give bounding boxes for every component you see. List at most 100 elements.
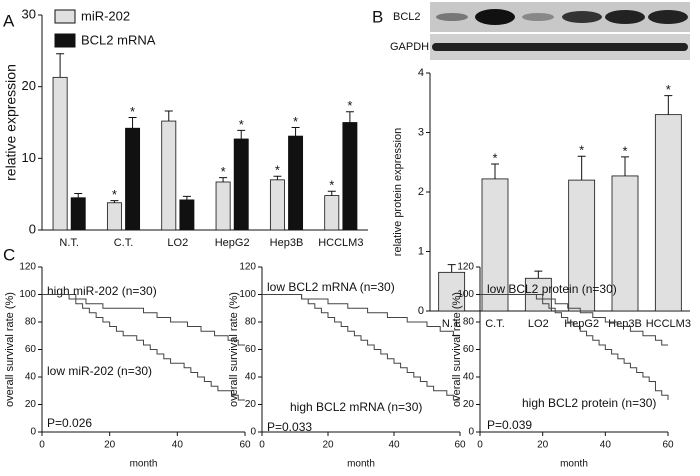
survival-curve — [480, 294, 668, 346]
bar — [161, 120, 177, 231]
error-bar — [345, 111, 354, 123]
legend-swatch — [54, 33, 76, 48]
x-tick-label: HCCLM3 — [646, 318, 691, 330]
error-bar — [237, 129, 246, 139]
x-tick-label: 40 — [172, 440, 184, 451]
error-bar — [56, 53, 65, 78]
y-tick-label: 0 — [30, 427, 36, 438]
significance-marker: * — [275, 163, 280, 178]
significance-marker: * — [293, 114, 298, 129]
y-tick-label: 120 — [19, 262, 36, 273]
blot-band — [648, 10, 688, 24]
bar — [654, 114, 682, 312]
y-tick-label: 30 — [22, 6, 36, 21]
survival-curve — [262, 294, 460, 401]
y-axis-label: overall survival rate (%) — [451, 292, 463, 407]
error-bar — [664, 95, 673, 115]
survival-curve — [42, 294, 245, 401]
x-tick-label: 0 — [259, 440, 265, 451]
significance-marker: * — [221, 164, 226, 179]
bar — [179, 199, 195, 231]
p-value: P=0.033 — [267, 420, 312, 434]
y-tick-label: 60 — [25, 344, 37, 355]
y-tick-label: 100 — [19, 289, 36, 300]
y-tick-label: 2 — [418, 186, 424, 198]
y-axis-label: overall survival rate (%) — [228, 292, 240, 407]
y-tick-label: 40 — [25, 372, 37, 383]
bar — [215, 181, 231, 231]
significance-marker: * — [130, 104, 135, 119]
survival-curve — [262, 294, 460, 337]
panel-letter: A — [3, 11, 15, 30]
curve-label: high miR-202 (n=30) — [47, 284, 157, 298]
y-tick-label: 40 — [463, 372, 475, 383]
x-tick-label: HepG2 — [564, 318, 599, 330]
y-tick-label: 0 — [468, 427, 474, 438]
x-tick-label: 60 — [239, 440, 251, 451]
x-tick-label: N.T. — [59, 237, 79, 249]
y-tick-label: 60 — [245, 344, 257, 355]
error-bar — [182, 195, 191, 200]
significance-marker: * — [112, 187, 117, 202]
error-bar — [291, 127, 300, 137]
y-tick-label: 80 — [463, 317, 475, 328]
x-tick-label: N.T. — [442, 318, 462, 330]
significance-marker: * — [347, 98, 352, 113]
y-tick-label: 20 — [463, 399, 475, 410]
legend-label: miR-202 — [81, 8, 130, 23]
x-tick-label: 40 — [388, 440, 400, 451]
y-tick-label: 80 — [245, 317, 257, 328]
error-bar — [110, 200, 119, 203]
error-bar — [273, 175, 282, 180]
y-axis-label: overall survival rate (%) — [4, 292, 16, 407]
x-axis-label: month — [347, 459, 375, 470]
x-tick-label: 0 — [477, 440, 483, 451]
bar — [106, 202, 122, 231]
significance-marker: * — [329, 178, 334, 193]
x-tick-label: HepG2 — [215, 237, 250, 249]
x-tick-label: 60 — [662, 440, 674, 451]
y-tick-label: 10 — [22, 150, 36, 165]
p-value: P=0.039 — [487, 418, 532, 432]
y-tick-label: 20 — [22, 78, 36, 93]
western-blot — [430, 2, 690, 60]
error-bar — [621, 156, 629, 176]
y-tick-label: 0 — [418, 305, 424, 317]
y-tick-label: 120 — [239, 262, 256, 273]
x-tick-label: C.T. — [114, 237, 134, 249]
legend-label: BCL2 mRNA — [81, 32, 156, 47]
curve-label: low BCL2 protein (n=30) — [487, 282, 617, 296]
curve-label: high BCL2 mRNA (n=30) — [290, 400, 422, 414]
significance-marker: * — [666, 82, 671, 97]
x-tick-label: 0 — [39, 440, 45, 451]
x-tick-label: 60 — [454, 440, 466, 451]
x-tick-label: HCCLM3 — [318, 237, 363, 249]
error-bar — [219, 177, 228, 182]
bar — [288, 135, 304, 231]
error-bar — [128, 116, 137, 129]
x-tick-label: 20 — [322, 440, 334, 451]
y-tick-label: 60 — [463, 344, 475, 355]
y-tick-label: 3 — [418, 126, 424, 138]
bar — [70, 197, 86, 231]
legend-swatch — [54, 9, 76, 24]
y-tick-label: 1 — [418, 245, 424, 257]
x-tick-label: C.T. — [485, 318, 505, 330]
blot-band — [432, 43, 688, 51]
bar — [568, 179, 596, 312]
y-tick-label: 100 — [457, 289, 474, 300]
x-tick-label: Hep3B — [270, 237, 304, 249]
curve-label: high BCL2 protein (n=30) — [522, 396, 656, 410]
x-tick-label: LO2 — [167, 237, 188, 249]
error-bar — [491, 163, 499, 179]
bar — [611, 175, 639, 312]
bar — [233, 138, 249, 231]
bar — [52, 76, 68, 231]
y-tick-label: 40 — [245, 372, 257, 383]
p-value: P=0.026 — [47, 416, 92, 430]
error-bar — [577, 155, 586, 181]
significance-marker: * — [239, 117, 244, 132]
x-tick-label: Hep3B — [608, 318, 642, 330]
blot-band — [522, 13, 554, 21]
x-axis-label: month — [560, 459, 588, 470]
